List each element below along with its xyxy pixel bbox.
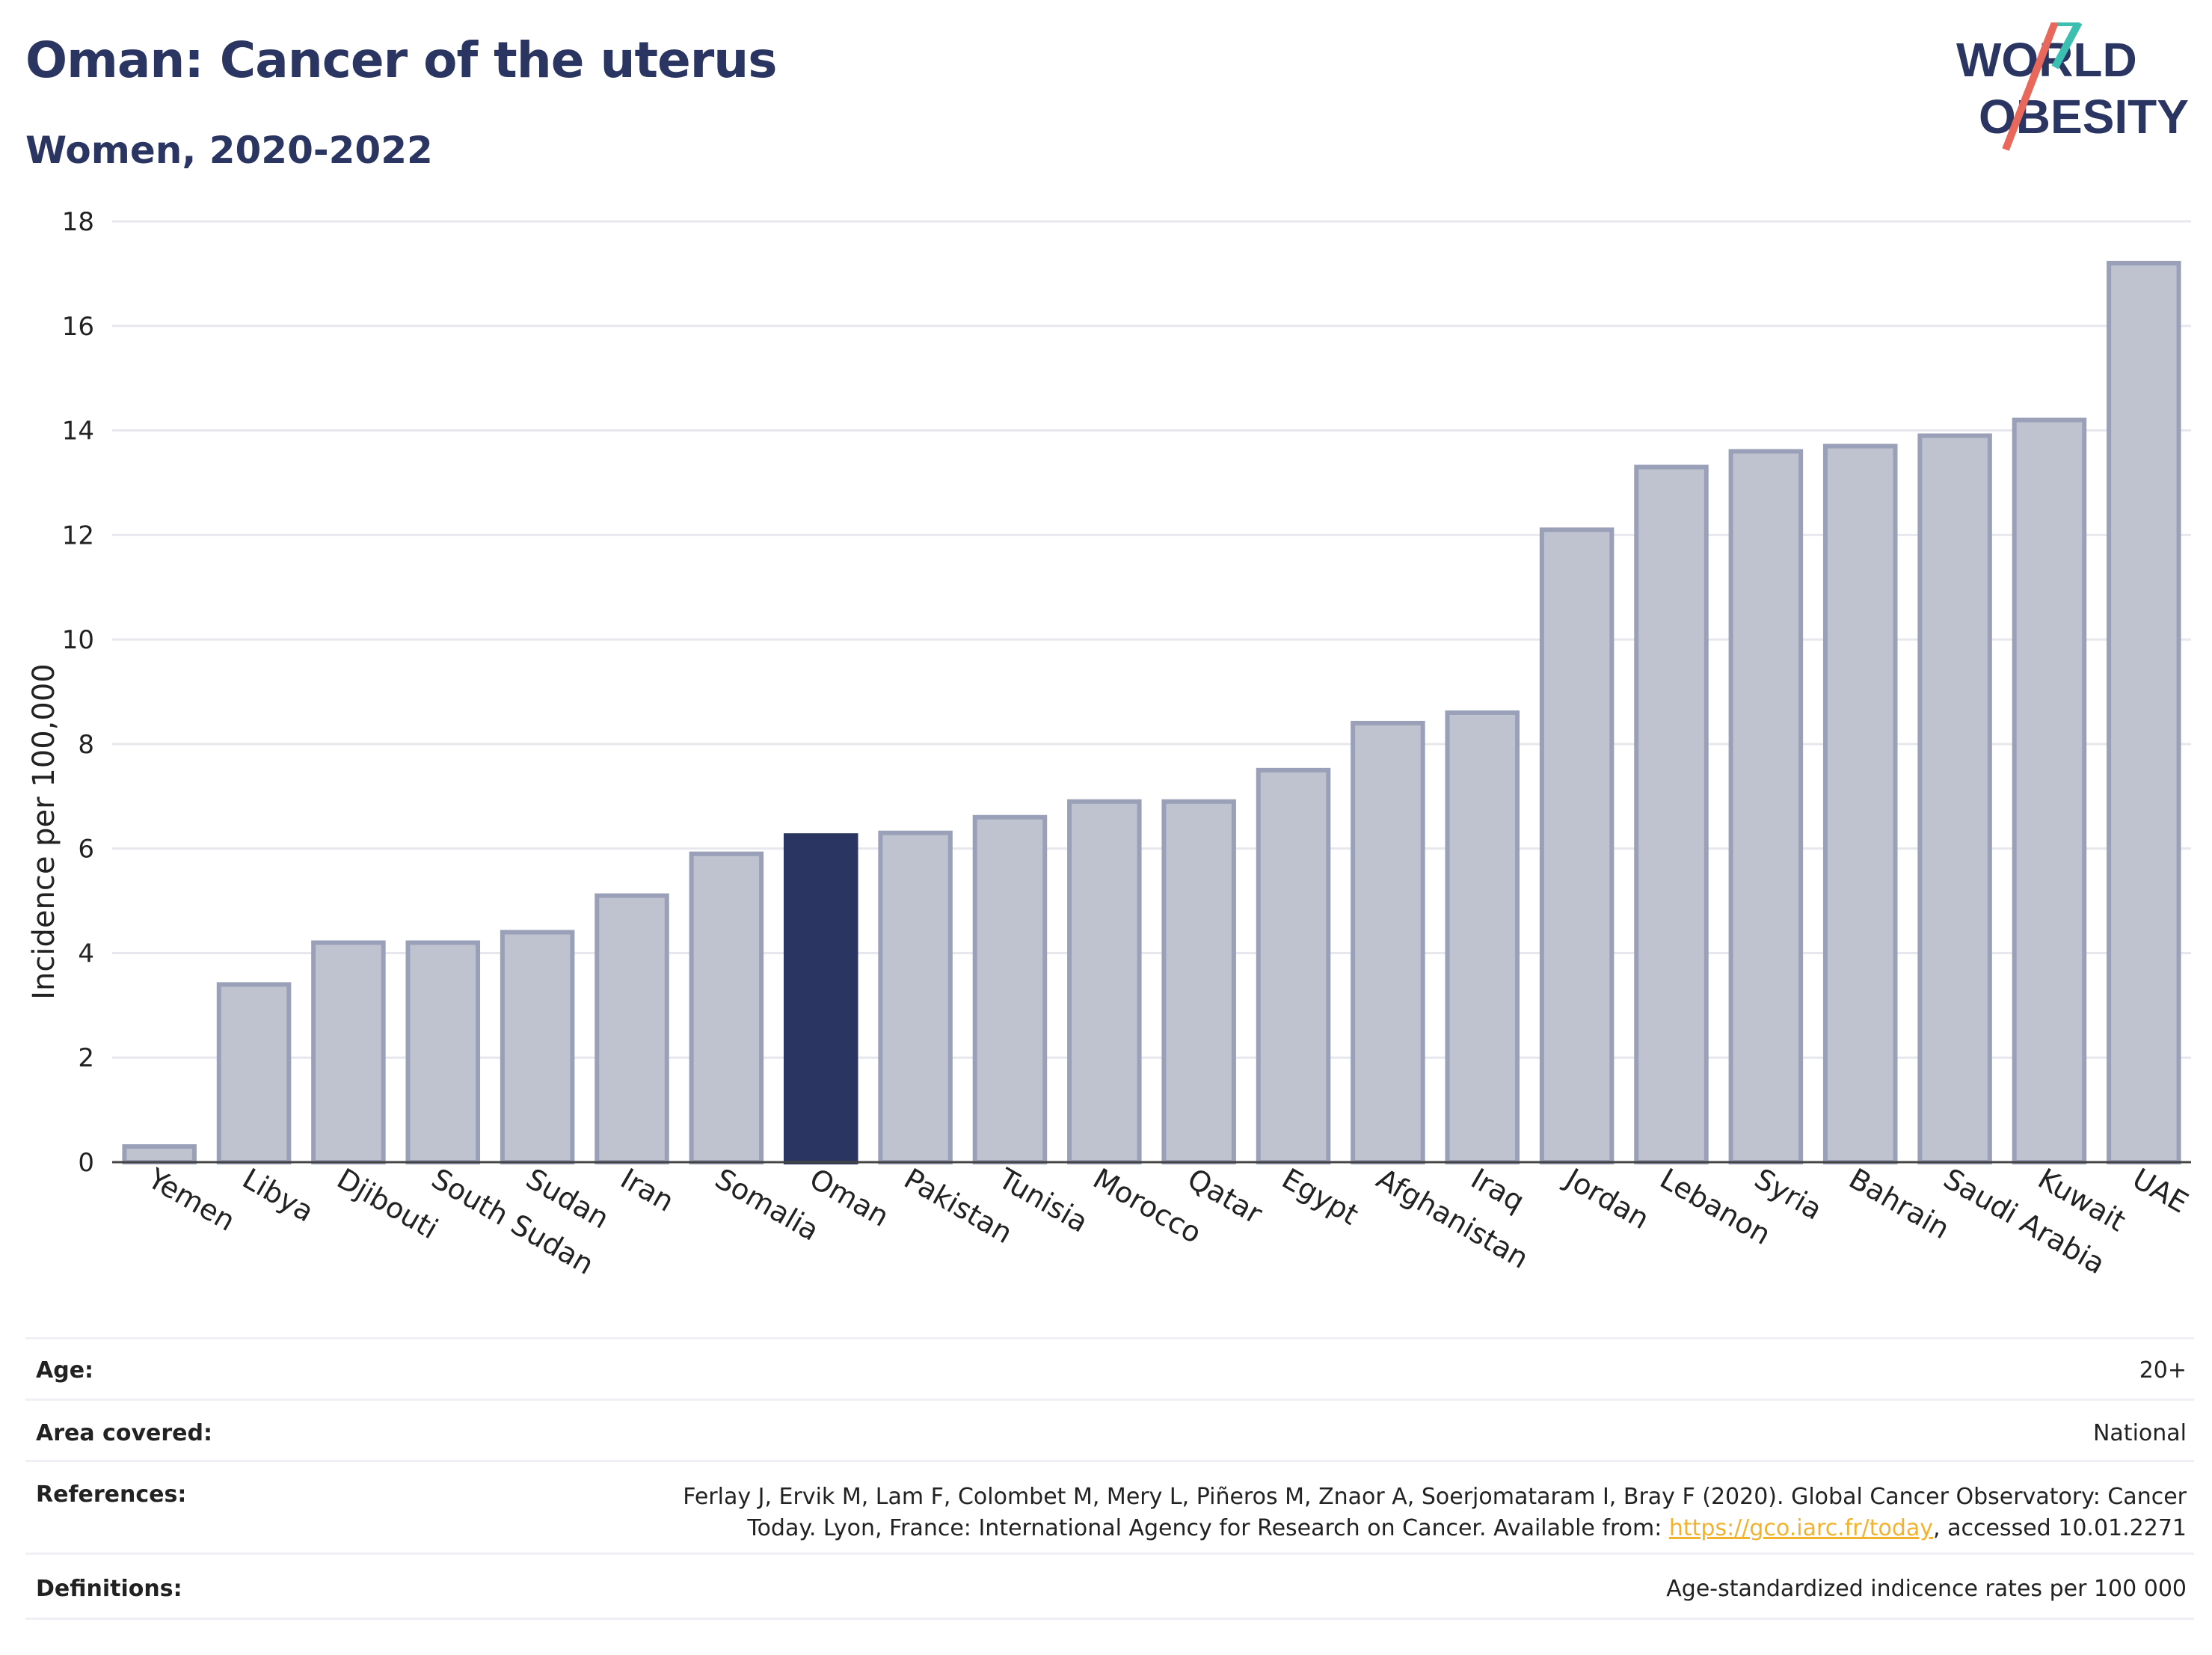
- y-tick-label: 10: [62, 625, 94, 655]
- bar-iran: [595, 893, 669, 1164]
- x-tick-label: Pakistan: [899, 1162, 1019, 1250]
- references-link[interactable]: https://gco.iarc.fr/today: [1668, 1515, 1934, 1541]
- y-axis-label: Incidence per 100,000: [27, 663, 61, 1000]
- chart-bars: [122, 260, 2181, 1165]
- references-line2: Today. Lyon, France: International Agenc…: [747, 1515, 1669, 1541]
- x-tick-label: Jordan: [1558, 1161, 1654, 1236]
- area-value: National: [2092, 1420, 2187, 1446]
- bar-egypt: [1256, 767, 1331, 1165]
- bar-qatar: [1161, 799, 1236, 1165]
- page-subtitle: Women, 2020-2022: [25, 129, 433, 172]
- bar-kuwait: [2012, 417, 2087, 1164]
- bar-pakistan: [878, 830, 953, 1164]
- x-tick-label: Iraq: [1466, 1162, 1530, 1218]
- references-line2-end: , accessed 10.01.2271: [1933, 1515, 2187, 1541]
- bar-oman: [783, 833, 858, 1164]
- bar-south-sudan: [405, 940, 481, 1164]
- references-line1: Ferlay J, Ervik M, Lam F, Colombet M, Me…: [683, 1484, 2187, 1510]
- x-tick-label: Djibouti: [331, 1162, 443, 1246]
- page-title: Oman: Cancer of the uterus: [25, 31, 778, 89]
- bar-morocco: [1067, 799, 1142, 1165]
- x-tick-label: Somalia: [710, 1162, 825, 1247]
- y-tick-label: 6: [78, 835, 94, 865]
- y-axis-ticks: 0 2 4 6 8 10 12 14 16 18: [62, 207, 94, 1178]
- x-tick-label: UAE: [2127, 1162, 2193, 1220]
- bar-syria: [1728, 449, 1804, 1164]
- area-label: Area covered:: [36, 1420, 212, 1446]
- meta-row-references: References: Ferlay J, Ervik M, Lam F, Co…: [25, 1460, 2194, 1555]
- x-tick-label: Saudi Arabia: [1938, 1162, 2111, 1281]
- x-tick-label: Libya: [237, 1162, 319, 1229]
- age-label: Age:: [36, 1357, 94, 1384]
- bar-lebanon: [1634, 464, 1709, 1164]
- x-tick-label: Morocco: [1087, 1162, 1207, 1250]
- y-tick-label: 2: [78, 1043, 94, 1073]
- x-tick-label: South Sudan: [426, 1162, 600, 1281]
- bar-iraq: [1445, 710, 1520, 1164]
- references-value: Ferlay J, Ervik M, Lam F, Colombet M, Me…: [683, 1481, 2187, 1544]
- bar-bahrain: [1822, 443, 1898, 1164]
- bar-tunisia: [972, 814, 1048, 1164]
- x-tick-label: Yemen: [142, 1161, 241, 1238]
- y-tick-label: 12: [62, 521, 94, 550]
- x-tick-label: Bahrain: [1843, 1162, 1955, 1246]
- age-value: 20+: [2139, 1357, 2187, 1384]
- meta-row-age: Age: 20+: [25, 1337, 2194, 1401]
- x-tick-label: Iran: [615, 1162, 680, 1218]
- meta-row-definitions: Definitions: Age-standardized indicence …: [25, 1553, 2194, 1620]
- y-tick-label: 18: [62, 207, 94, 237]
- definitions-value: Age-standardized indicence rates per 100…: [1666, 1576, 2187, 1602]
- bar-uae: [2107, 260, 2181, 1164]
- metadata-table: Age: 20+ Area covered: National Referenc…: [25, 1337, 2194, 1636]
- logo-slash-red: [2002, 22, 2059, 151]
- bar-sudan: [500, 930, 575, 1164]
- y-tick-label: 0: [78, 1148, 94, 1178]
- bar-libya: [216, 982, 292, 1165]
- y-tick-label: 8: [78, 730, 94, 760]
- bar-djibouti: [311, 940, 386, 1164]
- y-tick-label: 4: [78, 939, 94, 968]
- y-tick-label: 16: [62, 312, 94, 342]
- bar-saudi-arabia: [1917, 433, 1992, 1164]
- bar-afghanistan: [1351, 720, 1425, 1164]
- definitions-label: Definitions:: [36, 1576, 182, 1602]
- y-tick-label: 14: [62, 417, 94, 446]
- x-tick-label: Egypt: [1276, 1162, 1364, 1232]
- references-label: References:: [36, 1481, 187, 1508]
- bar-yemen: [122, 1144, 197, 1164]
- meta-row-area: Area covered: National: [25, 1398, 2194, 1462]
- world-obesity-logo: WORLD OBESITY: [1956, 22, 2189, 151]
- bar-somalia: [689, 851, 764, 1164]
- bar-jordan: [1539, 527, 1615, 1164]
